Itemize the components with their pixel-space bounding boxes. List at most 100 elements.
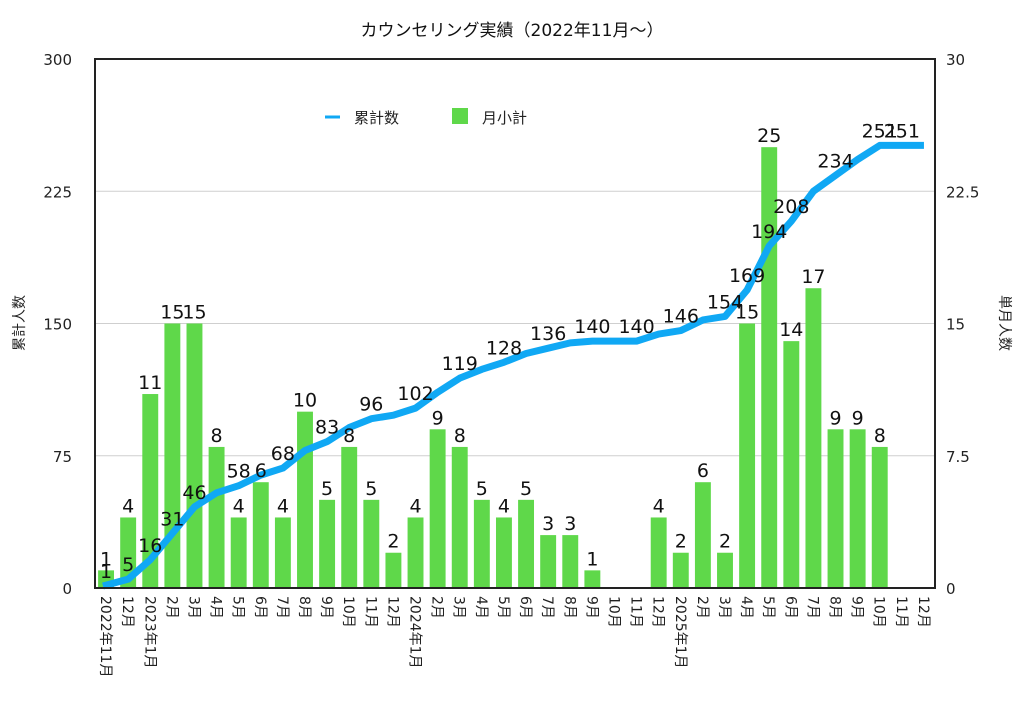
cumulative-value-label: 46 [182, 482, 206, 504]
bar-value-label: 2 [387, 531, 399, 553]
x-tick-label: 2024年1月 [407, 596, 423, 669]
bar-value-label: 8 [874, 425, 886, 447]
bar-value-label: 10 [293, 390, 317, 412]
bar-value-label: 11 [138, 372, 162, 394]
cumulative-value-label: 102 [397, 383, 433, 405]
bar [672, 552, 689, 588]
x-tick-label: 10月 [605, 596, 621, 628]
bar-value-label: 1 [100, 548, 112, 570]
cumulative-value-label: 194 [751, 221, 787, 243]
plot-frame [94, 58, 936, 589]
x-tick-label: 6月 [782, 596, 798, 619]
bar-value-label: 4 [122, 495, 134, 517]
bar [252, 482, 269, 588]
bar [429, 429, 446, 588]
bar [650, 517, 667, 588]
bar-value-label: 2 [719, 531, 731, 553]
bar [407, 517, 424, 588]
cumulative-value-label: 140 [618, 316, 654, 338]
bar [871, 446, 888, 588]
bar-value-label: 6 [255, 460, 267, 482]
bar-value-label: 6 [697, 460, 709, 482]
cumulative-value-label: 16 [138, 535, 162, 557]
y-right-tick-label: 15 [946, 316, 965, 334]
y-right-tick-label: 7.5 [946, 448, 970, 466]
cumulative-value-label: 169 [729, 265, 765, 287]
x-tick-label: 5月 [230, 596, 246, 619]
bar-value-label: 15 [160, 302, 184, 324]
y-axis-right: 0 7.5 15 22.5 30 [946, 51, 979, 598]
bar [805, 288, 822, 588]
bar [473, 499, 490, 588]
x-tick-label: 4月 [208, 596, 224, 619]
bar-value-label: 5 [365, 478, 377, 500]
bar-value-label: 5 [476, 478, 488, 500]
bar-value-label: 5 [520, 478, 532, 500]
cumulative-value-label: 128 [486, 337, 522, 359]
x-tick-label: 9月 [318, 596, 334, 619]
x-tick-label: 11月 [362, 596, 378, 628]
bar [584, 570, 601, 588]
bar [827, 429, 844, 588]
y-left-tick-label: 150 [43, 316, 72, 334]
y-left-tick-label: 225 [43, 183, 72, 201]
cumulative-value-label: 251 [884, 120, 920, 142]
bar-value-label: 17 [801, 266, 825, 288]
bar [120, 517, 137, 588]
bar-value-label: 8 [454, 425, 466, 447]
cumulative-line [102, 141, 924, 590]
bar [518, 499, 535, 588]
bar [739, 323, 756, 588]
x-tick-label: 8月 [561, 596, 577, 619]
y-right-tick-label: 0 [946, 580, 956, 598]
bar [186, 323, 203, 588]
x-tick-label: 3月 [716, 596, 732, 619]
x-tick-label: 12月 [650, 596, 666, 628]
x-tick-label: 4月 [473, 596, 489, 619]
y-right-tick-label: 30 [946, 51, 965, 69]
x-tick-label: 6月 [252, 596, 268, 619]
bar-value-label: 15 [735, 302, 759, 324]
y-left-tick-label: 0 [62, 580, 72, 598]
y-axis-left: 0 75 150 225 300 [43, 51, 72, 598]
bar-value-label: 4 [277, 495, 289, 517]
cumulative-value-label: 146 [663, 306, 699, 328]
bar [783, 341, 800, 588]
bar [363, 499, 380, 588]
x-tick-label: 12月 [119, 596, 135, 628]
bar-value-label: 4 [409, 495, 421, 517]
x-tick-label: 4月 [738, 596, 754, 619]
cumulative-value-label: 234 [817, 150, 853, 172]
cumulative-value-label: 58 [227, 461, 251, 483]
bar [495, 517, 512, 588]
bar-value-label: 5 [321, 478, 333, 500]
bars [98, 147, 888, 588]
x-tick-label: 5月 [495, 596, 511, 619]
chart-title: カウンセリング実績（2022年11月〜） [361, 21, 664, 41]
x-tick-label: 10月 [871, 596, 887, 628]
x-tick-label: 2022年11月 [97, 596, 113, 677]
x-tick-label: 11月 [893, 596, 909, 628]
legend-label-monthly: 月小計 [482, 109, 527, 127]
bar-value-label: 4 [653, 495, 665, 517]
bar [385, 552, 402, 588]
bar-value-label: 9 [852, 407, 864, 429]
bar-value-label: 3 [542, 513, 554, 535]
legend-bar-swatch [452, 108, 468, 124]
bar-value-label: 8 [211, 425, 223, 447]
bar-value-label: 4 [498, 495, 510, 517]
cumulative-value-label: 68 [271, 443, 295, 465]
cumulative-value-label: 1 [100, 561, 112, 583]
bar [297, 411, 313, 588]
bar-value-label: 1 [586, 548, 598, 570]
x-tick-label: 9月 [849, 596, 865, 619]
y-axis-left-title: 累計人数 [12, 295, 28, 351]
cumulative-value-label: 31 [160, 508, 184, 530]
bar-value-label: 3 [564, 513, 576, 535]
x-tick-label: 8月 [296, 596, 312, 619]
bar-value-label: 9 [829, 407, 841, 429]
bar-value-label: 25 [757, 125, 781, 147]
x-tick-label: 8月 [827, 596, 843, 619]
